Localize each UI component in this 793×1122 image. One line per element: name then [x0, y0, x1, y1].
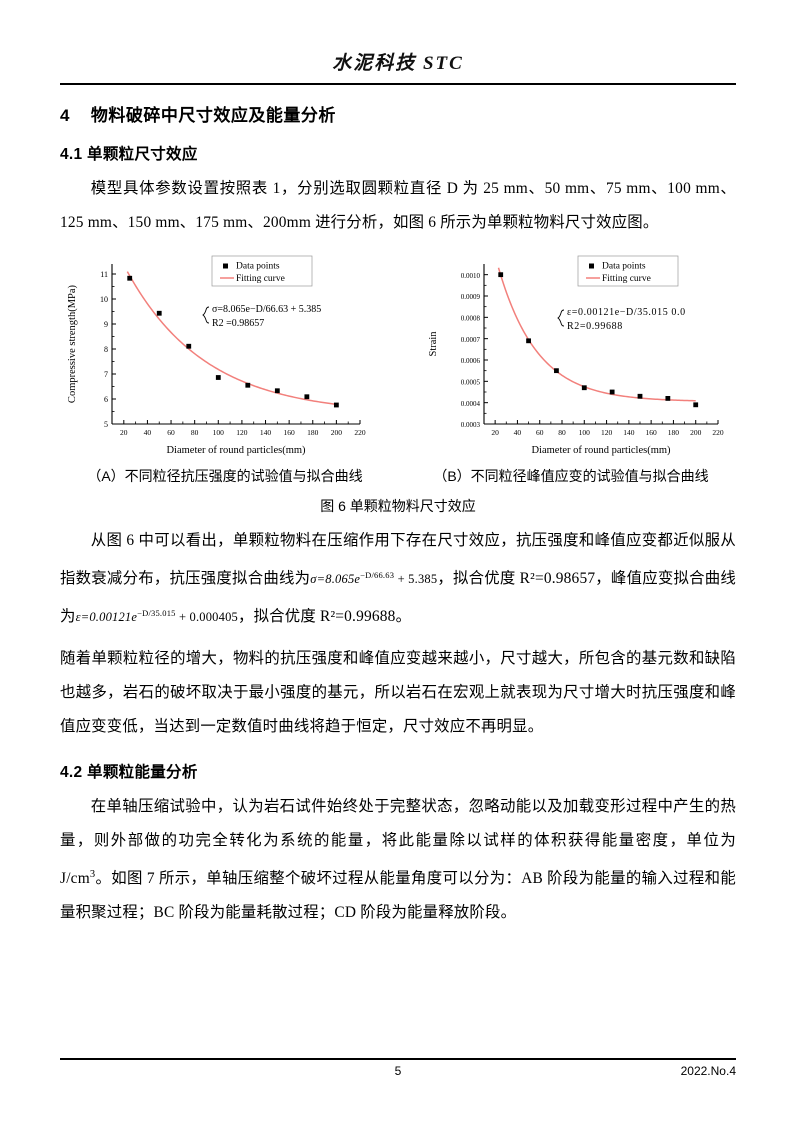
chart-a-annotation-line-2: R2 =0.98657 — [212, 318, 264, 329]
svg-text:7: 7 — [104, 370, 108, 379]
chart-b-fitting-curve — [497, 267, 696, 402]
svg-text:0.0010: 0.0010 — [461, 272, 481, 280]
chart-a-legend: Data points Fitting curve — [211, 255, 313, 287]
running-head: 水泥科技 STC — [332, 53, 464, 74]
header-rule — [60, 83, 736, 85]
chart-b-legend-label-1: Fitting curve — [602, 274, 651, 284]
svg-text:10: 10 — [100, 295, 108, 304]
chart-b-legend: Data points Fitting curve — [577, 255, 679, 287]
svg-text:140: 140 — [623, 428, 635, 437]
chart-b-legend-label-0: Data points — [602, 262, 646, 272]
svg-text:0.0008: 0.0008 — [461, 315, 481, 323]
chart-b-annotation-line-1: ε=0.00121e−D/35.015 0.0 — [567, 307, 686, 318]
svg-text:11: 11 — [100, 270, 108, 279]
figure-caption: 图 6 单颗粒物料尺寸效应 — [320, 498, 476, 514]
svg-text:5: 5 — [104, 420, 108, 429]
svg-text:120: 120 — [236, 428, 248, 437]
chart-b-svg: 0.0003 0.0004 0.0005 0.0006 0.0007 0.0008 0.00… — [428, 255, 724, 456]
chart-b-annotation-line-2: R2=0.99688 — [567, 321, 623, 332]
chart-b-data-points — [498, 272, 699, 408]
svg-text:180: 180 — [307, 428, 319, 437]
chart-a-annotation: σ=8.065e−D/66.63 + 5.385 R2 =0.98657 — [202, 304, 321, 329]
figure-6: 5 6 7 8 9 10 11 20 40 60 80 100 120 140 160 180 200 220 … — [60, 250, 736, 460]
chart-a-xlabel: Diameter of round particles(mm) — [166, 445, 306, 456]
paragraph-4-superscript: 3 — [89, 869, 96, 881]
chart-b-y-ticks: 0.0003 0.0004 0.0005 0.0006 0.0007 0.0008 0.00… — [461, 272, 488, 429]
svg-text:140: 140 — [260, 428, 272, 437]
svg-text:8: 8 — [104, 345, 108, 354]
svg-text:0.0006: 0.0006 — [461, 357, 481, 365]
chart-a-y-ticks: 5 6 7 8 9 10 11 — [100, 270, 116, 429]
issue-label: 2022.No.4 — [680, 1064, 736, 1078]
paragraph-4-text-1: 在单轴压缩试验中，认为岩石试件始终处于完整状态，忽略动能以及加载变形过程中产生的… — [60, 798, 736, 888]
paragraph-4-text-2: 。如图 7 所示，单轴压缩整个破坏过程从能量角度可以分为：AB 阶段为能量的输入… — [60, 870, 736, 922]
subsection-heading-4-1: 4.1 单颗粒尺寸效应 — [60, 146, 198, 163]
chart-b-xlabel: Diameter of round particles(mm) — [531, 445, 671, 456]
paragraph-3: 随着单颗粒粒径的增大，物料的抗压强度和峰值应变越来越小，尺寸越大，所包含的基元数… — [60, 650, 736, 736]
svg-text:80: 80 — [191, 428, 199, 437]
svg-text:100: 100 — [213, 428, 225, 437]
page-content: 水泥科技 STC 4 物料破碎中尺寸效应及能量分析 4.1 单颗粒尺寸效应 模型… — [60, 0, 736, 1122]
svg-text:80: 80 — [558, 428, 566, 437]
section-heading-4: 4 物料破碎中尺寸效应及能量分析 — [60, 101, 736, 126]
subcaption-a: （A）不同粒径抗压强度的试验值与拟合曲线 — [87, 468, 363, 484]
footer-rule — [60, 1058, 736, 1060]
svg-text:20: 20 — [120, 428, 128, 437]
svg-text:6: 6 — [104, 395, 108, 404]
svg-text:0.0005: 0.0005 — [461, 379, 481, 387]
svg-text:0.0007: 0.0007 — [461, 336, 481, 344]
svg-text:0.0003: 0.0003 — [461, 421, 481, 429]
svg-text:40: 40 — [144, 428, 152, 437]
chart-b-axes — [483, 264, 718, 425]
svg-text:200: 200 — [690, 428, 702, 437]
svg-text:100: 100 — [579, 428, 591, 437]
svg-text:220: 220 — [712, 428, 724, 437]
chart-b-annotation: ε=0.00121e−D/35.015 0.0 R2=0.99688 — [557, 307, 686, 332]
chart-a-fitting-curve — [126, 271, 337, 406]
chart-b: 0.0003 0.0004 0.0005 0.0006 0.0007 0.0008 0.00… — [418, 250, 736, 460]
chart-a-annotation-line-1: σ=8.065e−D/66.63 + 5.385 — [212, 304, 321, 315]
figure-subcaptions: （A）不同粒径抗压强度的试验值与拟合曲线 （B）不同粒径峰值应变的试验值与拟合曲… — [60, 466, 736, 486]
paragraph-2-formula-2: ε=0.00121e−D/35.015 + 0.000405 — [75, 608, 238, 625]
svg-text:180: 180 — [668, 428, 680, 437]
svg-text:0.0009: 0.0009 — [461, 293, 481, 301]
paragraph-2-formula-1: σ=8.065e−D/66.63 + 5.385 — [310, 570, 438, 587]
page-number: 5 — [394, 1064, 402, 1078]
svg-text:220: 220 — [354, 428, 366, 437]
paragraph-4: 在单轴压缩试验中，认为岩石试件始终处于完整状态，忽略动能以及加载变形过程中产生的… — [60, 790, 736, 930]
svg-text:120: 120 — [601, 428, 613, 437]
svg-text:20: 20 — [491, 428, 499, 437]
page-footer: 5 2022.No.4 — [60, 1058, 736, 1086]
section-title: 物料破碎中尺寸效应及能量分析 — [90, 106, 336, 125]
svg-text:0.0004: 0.0004 — [461, 400, 481, 408]
paragraph-2: 从图 6 中可以看出，单颗粒物料在压缩作用下存在尺寸效应，抗压强度和峰值应变都近… — [60, 524, 736, 634]
svg-text:200: 200 — [331, 428, 343, 437]
paragraph-2-text-2: ，拟合优度 R²=0.98657，峰值应变拟合曲线为 — [60, 570, 737, 626]
chart-a-data-points — [127, 275, 339, 408]
svg-text:40: 40 — [514, 428, 522, 437]
chart-b-x-ticks: 20 40 60 80 100 120 140 160 180 200 220 — [491, 420, 724, 437]
svg-text:60: 60 — [536, 428, 544, 437]
svg-text:9: 9 — [104, 320, 108, 329]
subcaption-b: （B）不同粒径峰值应变的试验值与拟合曲线 — [433, 468, 709, 484]
chart-a-x-ticks: 20 40 60 80 100 120 140 160 180 200 220 — [120, 420, 366, 437]
chart-b-ylabel: Strain — [428, 331, 439, 357]
paragraph-2-text-3: ，拟合优度 R²=0.99688。 — [238, 608, 412, 626]
chart-a-legend-label-0: Data points — [236, 262, 280, 272]
chart-a: 5 6 7 8 9 10 11 20 40 60 80 100 120 140 160 180 200 220 … — [60, 250, 378, 460]
chart-a-axes — [111, 264, 360, 425]
svg-text:60: 60 — [167, 428, 175, 437]
chart-a-ylabel: Compressive strength(MPa) — [67, 284, 78, 403]
chart-a-legend-label-1: Fitting curve — [236, 274, 285, 284]
paragraph-1: 模型具体参数设置按照表 1，分别选取圆颗粒直径 D 为 25 mm、50 mm、… — [60, 180, 736, 231]
svg-text:160: 160 — [646, 428, 658, 437]
subsection-heading-4-2: 4.2 单颗粒能量分析 — [60, 764, 198, 782]
paragraph-2-text-1: 从图 6 中可以看出，单颗粒物料在压缩作用下存在尺寸效应，抗压强度和峰值应变都近… — [60, 532, 736, 588]
section-number: 4 — [60, 106, 70, 125]
svg-text:160: 160 — [284, 428, 296, 437]
